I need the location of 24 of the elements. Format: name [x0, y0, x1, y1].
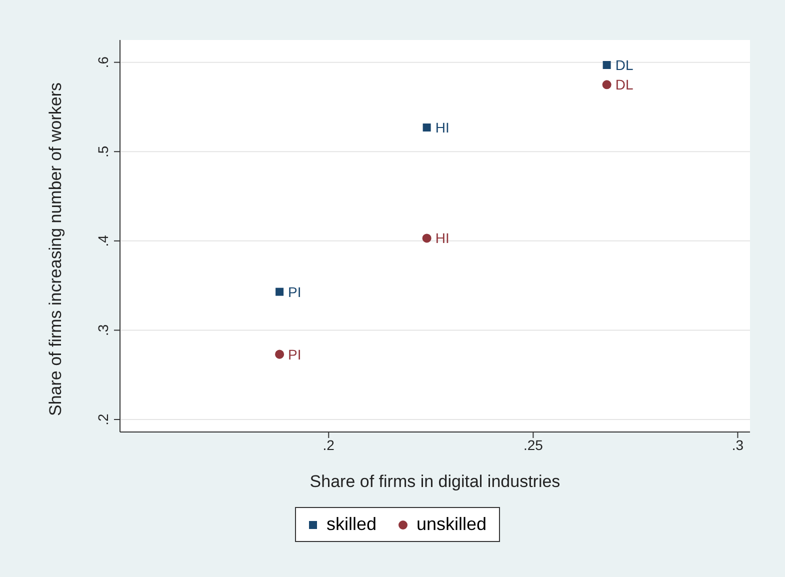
legend-label: unskilled: [415, 514, 487, 535]
data-label: HI: [435, 119, 450, 136]
data-label: PI: [288, 284, 302, 300]
point: [275, 350, 284, 359]
y-tick-label: .5: [95, 146, 111, 158]
x-axis-title: Share of firms in digital industries: [310, 472, 560, 491]
x-tick-label: .25: [523, 436, 544, 453]
x-tick-label: .3: [732, 436, 744, 453]
data-label: DL: [615, 76, 634, 93]
data-label: PI: [288, 346, 302, 362]
x-tick-label: .2: [322, 436, 335, 453]
legend-label: skilled: [325, 514, 376, 535]
point: [602, 61, 611, 69]
point: [422, 124, 431, 132]
y-tick-label: .6: [95, 56, 111, 68]
point: [276, 288, 284, 296]
y-tick-label: .2: [95, 413, 111, 426]
y-axis-title: Share of firms increasing number of workers: [46, 82, 66, 416]
point: [602, 80, 612, 90]
y-tick-label: .4: [95, 234, 111, 247]
y-tick-label: .3: [95, 324, 111, 336]
data-label: HI: [435, 230, 450, 246]
data-label: DL: [615, 56, 634, 73]
point: [422, 234, 432, 243]
